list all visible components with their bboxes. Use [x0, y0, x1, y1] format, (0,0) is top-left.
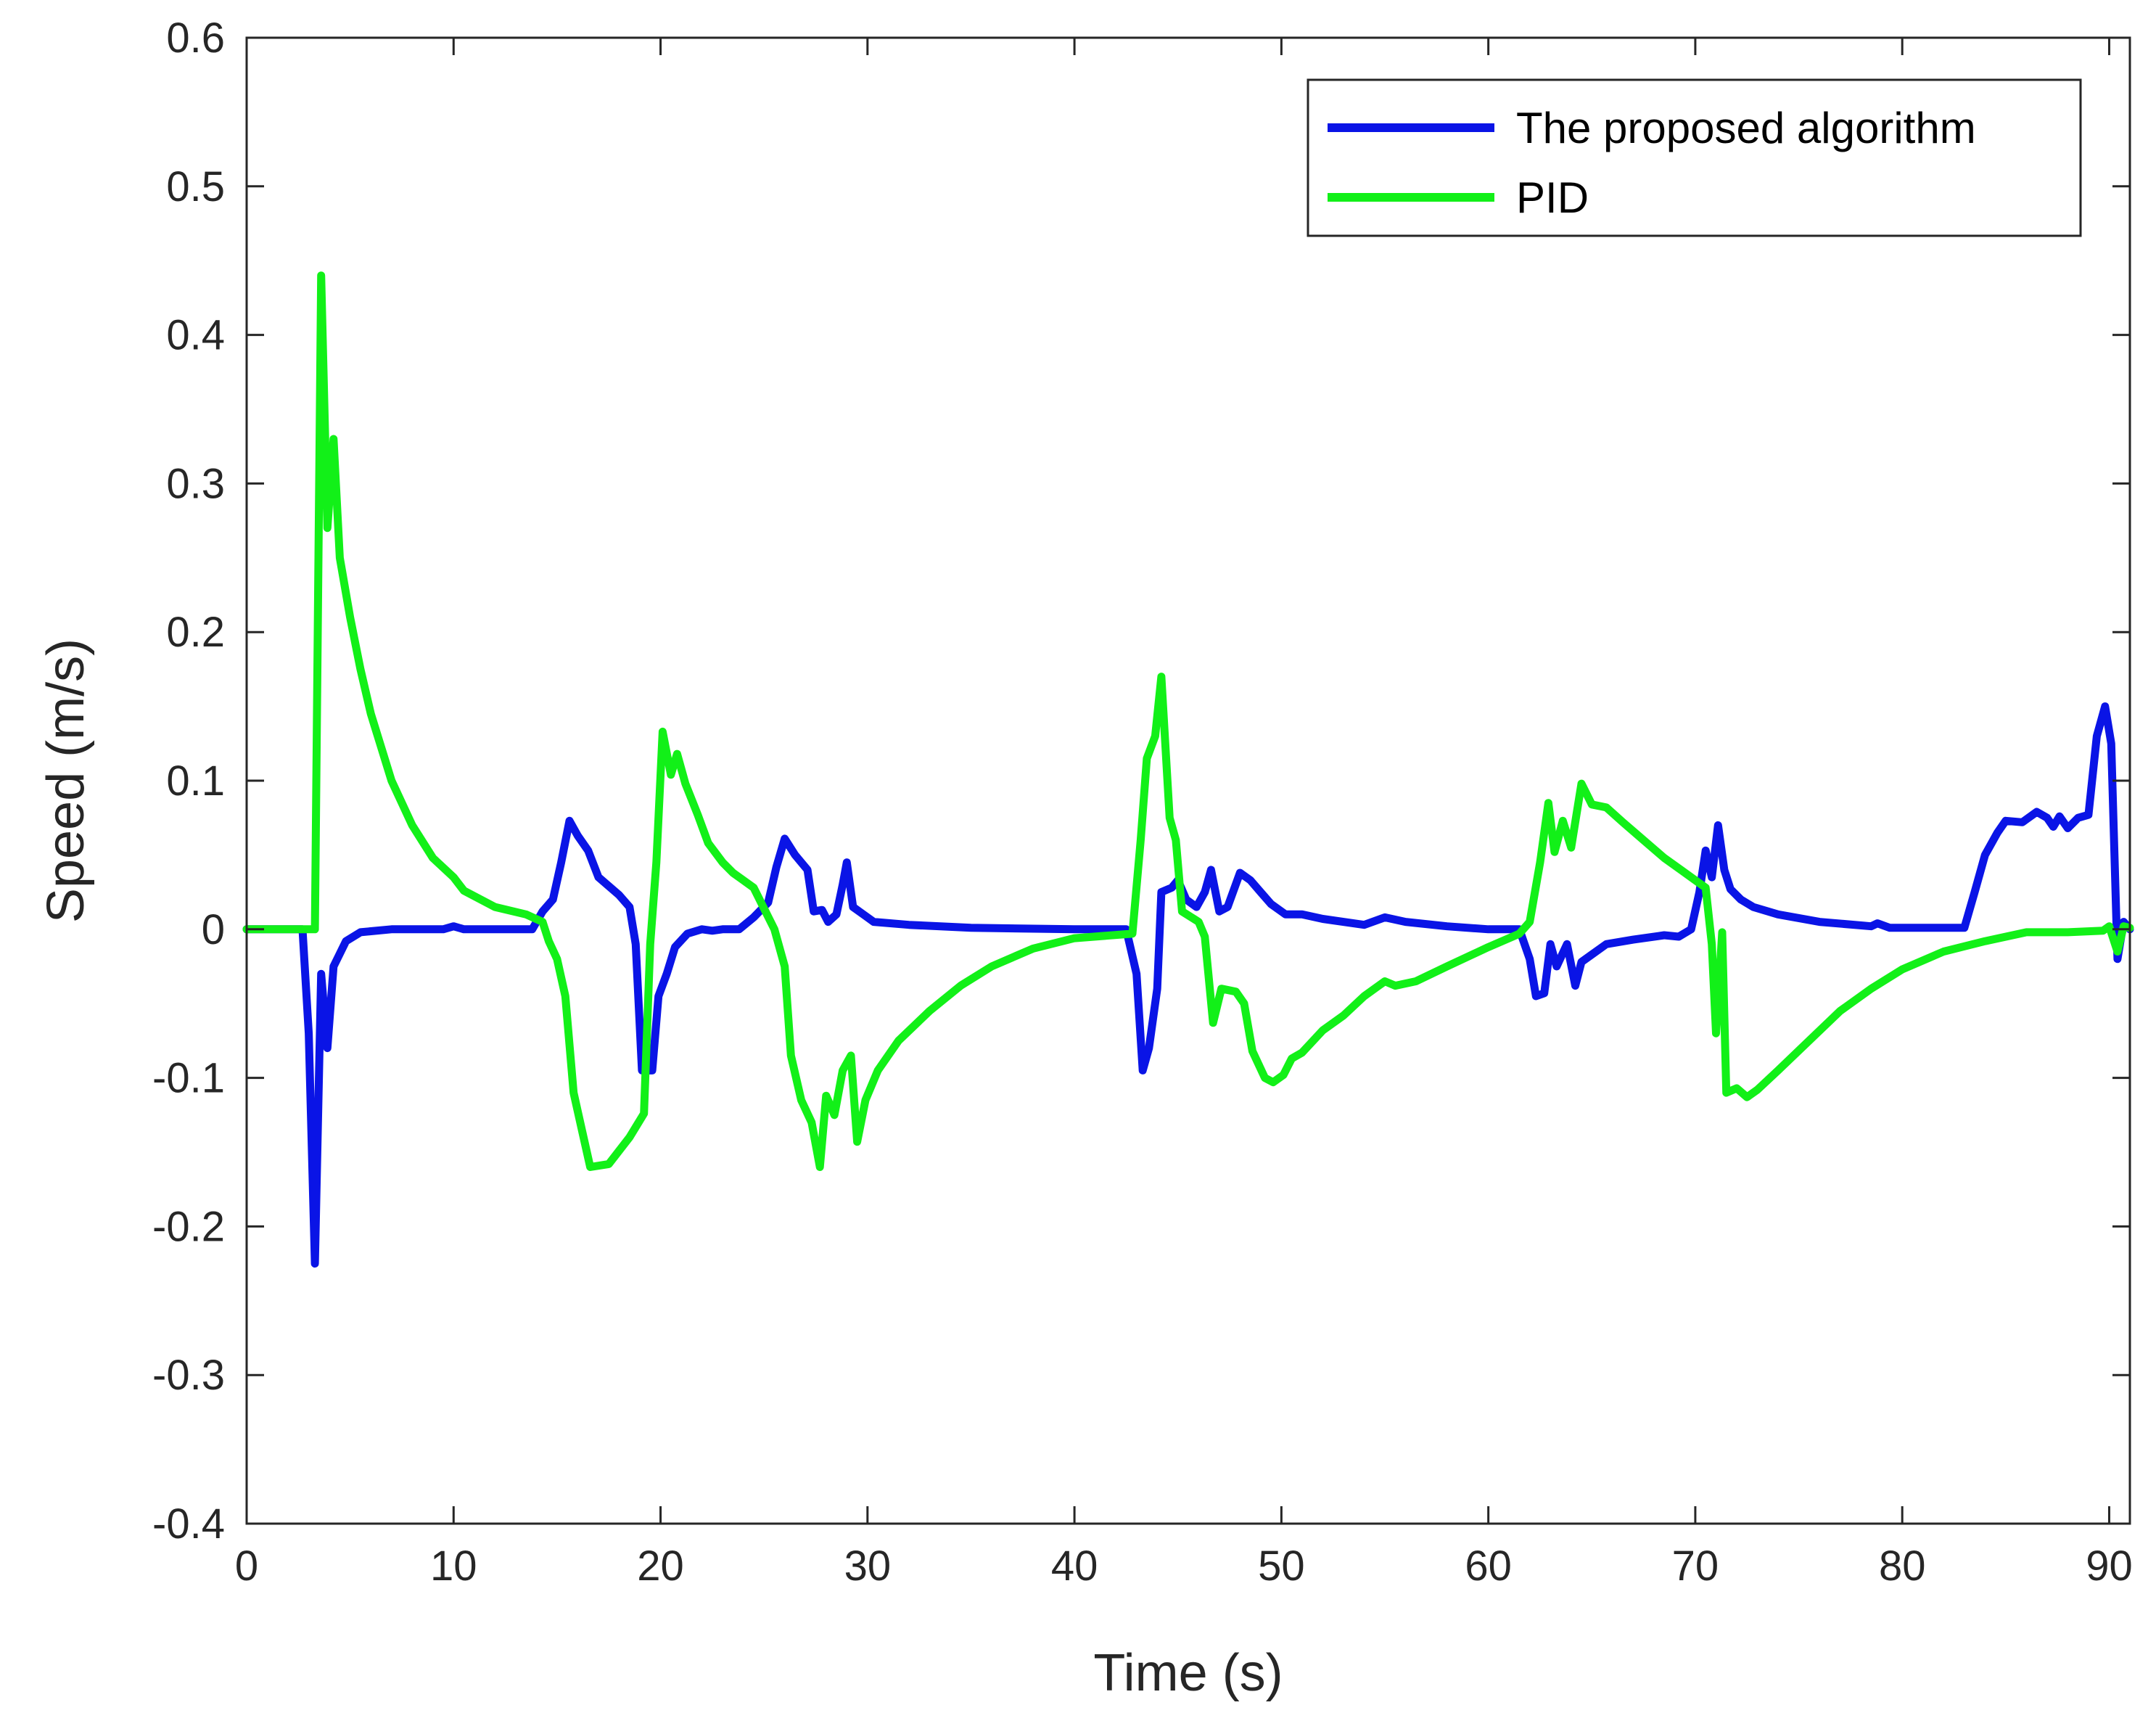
x-tick-label: 60 [1465, 1542, 1512, 1590]
x-tick-label: 0 [235, 1542, 258, 1590]
y-tick-label: 0.3 [166, 460, 225, 507]
x-tick-label: 20 [637, 1542, 684, 1590]
y-tick-label: 0.1 [166, 757, 225, 805]
x-tick-label: 50 [1258, 1542, 1305, 1590]
y-tick-label: -0.2 [152, 1203, 225, 1250]
y-tick-label: 0.4 [166, 312, 225, 359]
y-tick-label: 0.5 [166, 163, 225, 210]
x-tick-label: 40 [1051, 1542, 1098, 1590]
x-tick-label: 80 [1879, 1542, 1926, 1590]
y-tick-label: 0 [202, 906, 225, 953]
y-tick-label: 0.6 [166, 15, 225, 62]
y-tick-label: -0.1 [152, 1055, 225, 1102]
x-axis-label: Time (s) [1093, 1644, 1283, 1702]
legend-box [1307, 78, 2082, 237]
series-line-pid [242, 271, 2134, 1171]
series-layer [242, 271, 2134, 1268]
legend: The proposed algorithm PID [1307, 78, 2082, 237]
y-tick-label: -0.3 [152, 1352, 225, 1399]
x-tick-label: 30 [844, 1542, 892, 1590]
x-tick-label: 90 [2086, 1542, 2133, 1590]
y-tick-label: -0.4 [152, 1500, 225, 1548]
x-tick-label: 10 [430, 1542, 477, 1590]
ticks-layer: 0 10 20 30 40 50 60 70 80 90 -0.4 -0.3 -0.2 -0.1 0 0.1 0… [152, 15, 2133, 1590]
series-line-proposed-algorithm [242, 702, 2134, 1268]
legend-label-pid: PID [1516, 173, 1589, 222]
y-axis-label: Speed (m/s) [37, 638, 95, 923]
x-tick-label: 70 [1672, 1542, 1719, 1590]
y-tick-label: 0.2 [166, 609, 225, 656]
legend-label-proposed-algorithm: The proposed algorithm [1516, 104, 1976, 152]
